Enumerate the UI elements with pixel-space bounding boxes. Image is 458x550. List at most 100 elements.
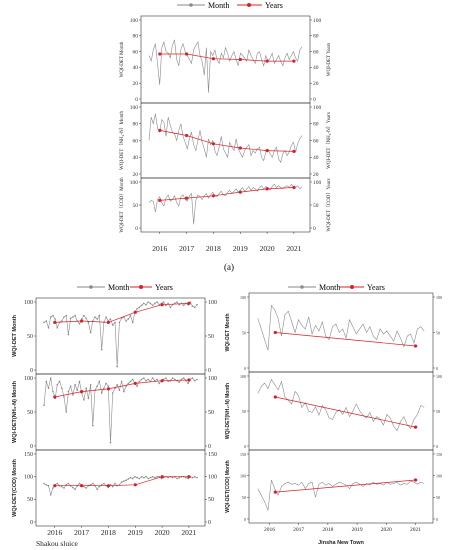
panel-frame: [140, 177, 311, 233]
month-point: [80, 318, 83, 320]
panel-frame: [35, 449, 206, 527]
years-point: [292, 59, 296, 63]
years-point: [238, 190, 242, 194]
month-point: [178, 381, 180, 383]
month-point: [140, 475, 143, 478]
y-tick-label-right: 100: [208, 474, 217, 480]
month-point: [149, 302, 152, 305]
month-point: [171, 377, 174, 379]
y-tick-label-right: 0: [208, 444, 211, 450]
month-point: [165, 304, 167, 307]
month-point: [109, 441, 112, 444]
years-point: [413, 344, 418, 348]
month-point: [56, 384, 59, 386]
y-tick-label-left: 0: [30, 444, 33, 450]
month-point: [96, 385, 98, 388]
y-tick-label-left: 150: [24, 452, 33, 458]
y-tick-label-left: 0: [30, 520, 33, 526]
y-tick-label-left: 50: [242, 330, 246, 335]
month-point: [96, 488, 98, 491]
month-point: [149, 476, 152, 479]
years-point: [413, 478, 418, 482]
y-tick-label-right: 0: [436, 517, 438, 522]
month-point: [69, 317, 72, 320]
month-point: [167, 380, 169, 383]
x-tick-label: 2020: [155, 528, 170, 537]
month-point: [92, 482, 94, 485]
month-point: [100, 348, 103, 351]
years-point: [158, 128, 162, 132]
month-point: [140, 378, 143, 381]
month-point: [125, 320, 127, 322]
month-point: [167, 476, 169, 479]
years-series-line: [275, 396, 416, 428]
y-tick-label-left: 0: [135, 226, 138, 232]
month-point: [65, 314, 67, 317]
x-tick-label: 2017: [74, 528, 89, 537]
month-point: [111, 392, 114, 394]
years-point: [273, 330, 277, 335]
month-point: [156, 475, 158, 478]
month-point: [69, 385, 72, 388]
month-point: [127, 478, 130, 480]
month-point: [116, 365, 118, 368]
legend-years-marker: [247, 3, 251, 7]
month-point: [47, 387, 50, 390]
y-tick-label-right: 150: [208, 452, 217, 458]
y-axis-label-right: WQI-DET（NH₄-N）Years: [326, 112, 332, 169]
month-point: [193, 306, 196, 309]
years-point: [265, 149, 269, 153]
month-point: [147, 378, 149, 381]
month-point: [67, 482, 70, 485]
month-point: [83, 399, 85, 401]
y-axis-label: WQI-DET（NH₄-N）Month: [119, 111, 125, 170]
y-tick-label-right: 50: [208, 410, 214, 416]
years-point: [185, 133, 189, 138]
years-point: [160, 303, 164, 307]
y-tick-label-left: 20: [133, 81, 139, 87]
month-point: [178, 476, 180, 479]
legend-left-years-marker: [139, 285, 143, 289]
right-panel-2: 0 0 50 50 100 100 WQI-DET(NH₄-N) Month: [225, 371, 442, 451]
legend-right-month-marker: [300, 285, 304, 289]
legend-month-label: Month: [208, 1, 229, 10]
month-point: [72, 316, 74, 318]
years-point: [265, 59, 269, 63]
y-axis-label: WQI-DET(NH₄-N) Month: [12, 380, 18, 443]
month-point: [72, 394, 74, 396]
month-point: [52, 487, 54, 489]
years-point: [133, 310, 137, 314]
month-point: [72, 486, 74, 489]
x-tick-label: 2019: [128, 528, 143, 537]
month-point: [87, 397, 90, 400]
figure-label: (a): [224, 262, 234, 272]
y-tick-label-right: 40: [313, 65, 319, 71]
chart-title: Jinsha New Town: [318, 540, 364, 546]
y-tick-label-left: 0: [30, 368, 33, 374]
month-point: [129, 380, 132, 383]
y-axis-label: WQI-DET Month: [225, 313, 231, 351]
y-tick-label-left: 100: [130, 105, 139, 111]
month-point: [145, 379, 147, 382]
month-point: [167, 302, 169, 305]
month-point: [116, 384, 118, 386]
month-point: [98, 485, 101, 488]
month-point: [196, 303, 198, 306]
y-tick-label-right: 0: [208, 520, 211, 526]
years-point: [106, 484, 110, 488]
month-point: [105, 382, 107, 385]
panel-frame: [35, 297, 206, 375]
chart-title: Shakou sluice: [36, 539, 79, 548]
x-tick-label: 2019: [352, 527, 363, 533]
left-panel-1: 0 0 50 50 100 100 WQI-DET Month: [12, 297, 217, 375]
y-tick-label-left: 50: [27, 497, 33, 503]
month-point: [125, 385, 127, 388]
month-point: [131, 321, 134, 324]
years-point: [185, 52, 189, 56]
month-point: [185, 476, 187, 479]
years-point: [53, 484, 57, 488]
y-tick-label-left: 20: [133, 172, 139, 178]
month-point: [127, 382, 130, 385]
y-tick-label-right: 0: [436, 366, 438, 371]
x-tick-label: 2021: [286, 244, 301, 253]
